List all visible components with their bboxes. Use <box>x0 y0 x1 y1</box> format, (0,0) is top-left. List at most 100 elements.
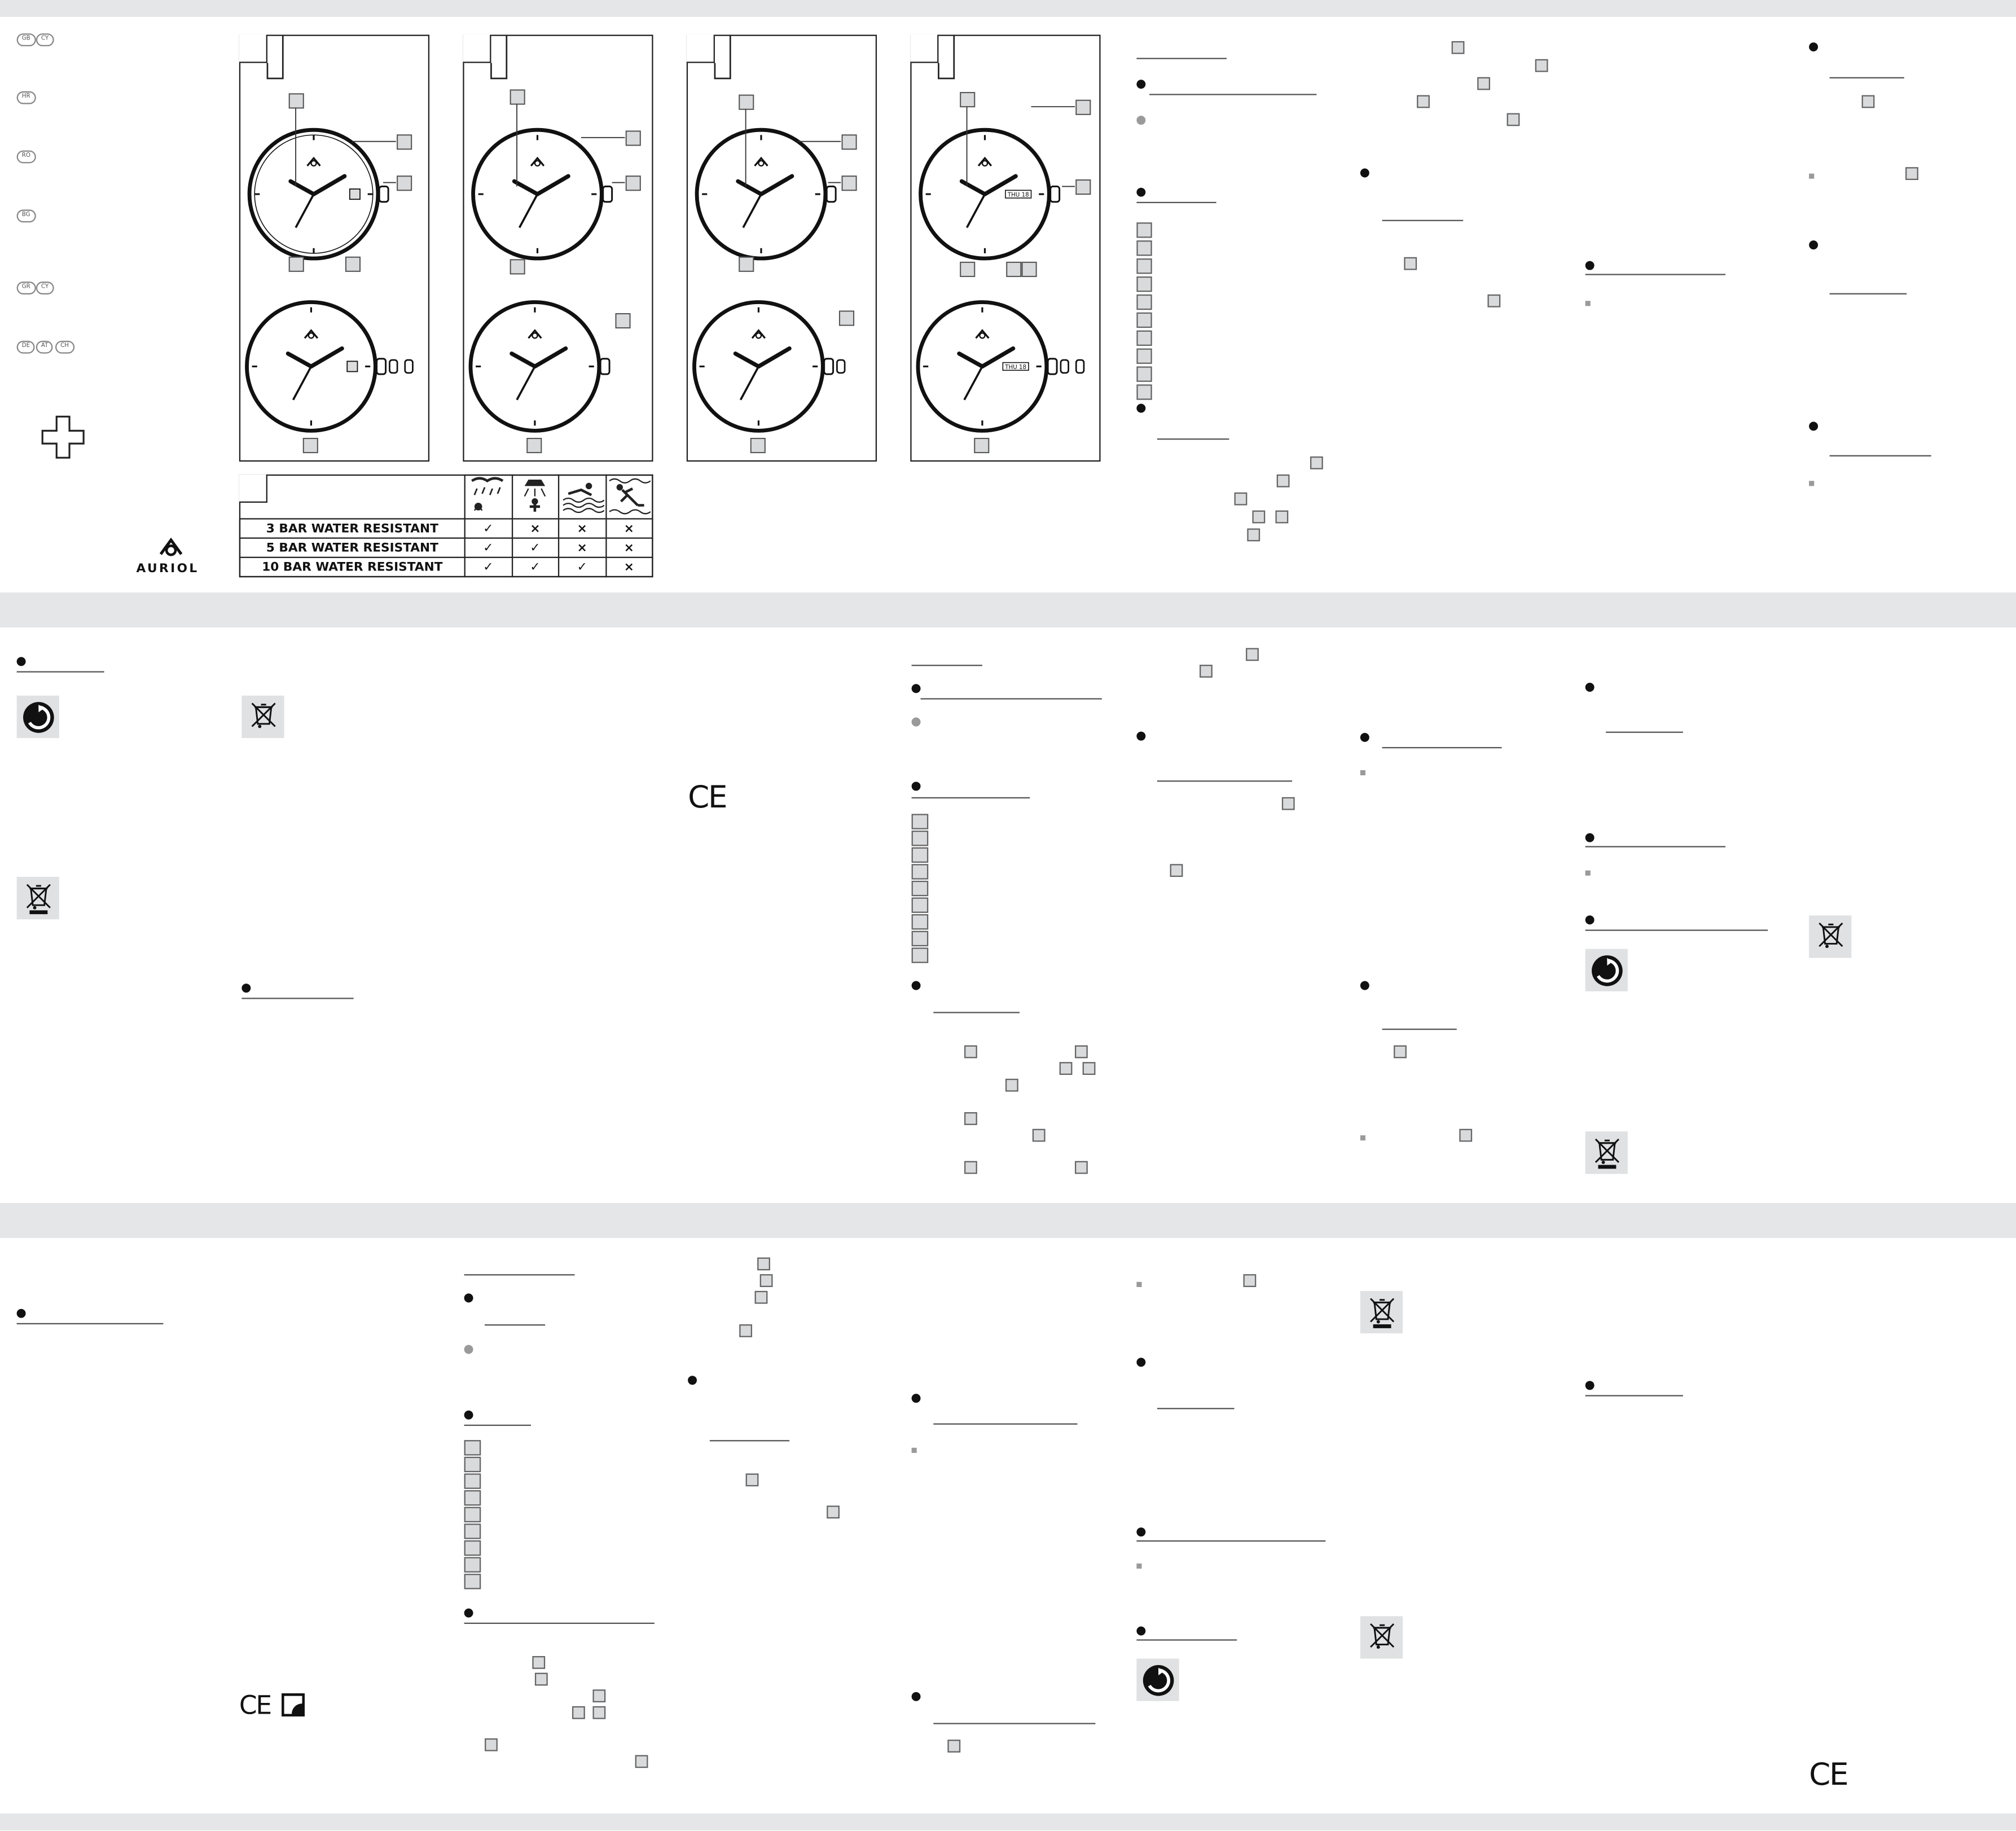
heading-rule <box>911 665 982 666</box>
reference-box <box>572 1706 585 1719</box>
bullet-marker <box>1585 682 1595 692</box>
heading-rule <box>241 998 354 999</box>
watch-face: THU 18 <box>916 300 1085 433</box>
rain-splash-icon <box>464 474 513 520</box>
reference-box <box>1074 1161 1088 1174</box>
reference-box <box>592 1689 606 1702</box>
bullet-marker <box>911 717 921 727</box>
crosshair-icon <box>41 415 85 459</box>
water-row-label: 10 BAR WATER RESISTANT <box>239 556 465 578</box>
list-marker <box>1809 173 1815 179</box>
country-badge: CY <box>36 33 54 47</box>
bullet-marker <box>1809 240 1819 250</box>
reference-box <box>464 1440 481 1456</box>
bullet-marker <box>1360 732 1369 742</box>
reference-box <box>911 897 929 913</box>
bullet-marker <box>464 1410 473 1420</box>
certification-logo-icon <box>282 1693 305 1717</box>
watch-diagram <box>245 34 414 454</box>
list-marker <box>1585 301 1591 306</box>
ce-mark: CE <box>239 1689 272 1720</box>
reference-box <box>1170 864 1183 877</box>
crossed-bin-icon <box>1360 1290 1403 1334</box>
bullet-marker <box>688 1376 697 1385</box>
reference-box <box>464 1523 481 1539</box>
watch-face <box>468 300 610 433</box>
water-mark: × <box>511 518 560 539</box>
bottom-band <box>0 1814 2016 1830</box>
reference-box <box>1451 41 1465 54</box>
reference-box <box>964 1161 977 1174</box>
heading-rule <box>1829 77 1904 79</box>
green-dot-recycling-icon <box>16 695 59 738</box>
bullet-marker <box>911 981 921 990</box>
reference-box <box>1275 510 1289 524</box>
bullet-marker <box>1809 42 1819 52</box>
reference-box <box>1246 648 1259 661</box>
bullet-marker <box>1360 168 1369 178</box>
watch-diagram: THU 18 THU 18 <box>916 34 1091 454</box>
heading-rule <box>1149 94 1317 95</box>
reference-box <box>464 1557 481 1573</box>
reference-box <box>464 1490 481 1506</box>
watch-diagram <box>468 34 641 454</box>
heading-rule <box>1382 219 1464 221</box>
reference-box <box>964 1112 977 1125</box>
reference-box <box>1861 95 1875 108</box>
bullet-marker <box>911 1692 921 1701</box>
reference-box <box>1136 294 1152 310</box>
reference-box <box>532 1656 546 1669</box>
country-badge: BG <box>16 209 36 223</box>
bullet-marker <box>1585 261 1595 270</box>
reference-box <box>1074 1045 1088 1059</box>
list-marker <box>1360 1135 1365 1141</box>
heading-rule <box>709 1440 790 1442</box>
water-mark: × <box>605 537 653 558</box>
reference-box <box>1487 294 1501 308</box>
water-mark: ✓ <box>464 537 513 558</box>
reference-box <box>1394 1045 1407 1059</box>
reference-box <box>745 1473 759 1487</box>
reference-box <box>1905 167 1918 181</box>
reference-box <box>964 1045 977 1059</box>
heading-rule <box>1606 731 1683 733</box>
watch-diagram <box>692 34 857 454</box>
reference-box <box>911 914 929 930</box>
band-2 <box>0 592 2016 627</box>
date-display: THU 18 <box>1007 192 1029 199</box>
band-3 <box>0 1203 2016 1238</box>
heading-rule <box>1136 58 1227 59</box>
reference-box <box>911 930 929 947</box>
bullet-marker <box>1585 915 1595 925</box>
reference-box <box>1136 348 1152 364</box>
reference-box <box>1247 528 1260 542</box>
heading-rule <box>16 671 104 673</box>
heading-rule <box>1585 274 1726 275</box>
reference-box <box>1136 312 1152 328</box>
reference-box <box>911 880 929 897</box>
heading-rule <box>485 1324 546 1326</box>
reference-box <box>1535 59 1548 72</box>
country-badge: GB <box>16 33 36 47</box>
list-marker <box>1136 1563 1142 1569</box>
bullet-marker <box>16 657 26 666</box>
crossed-bin-icon <box>241 695 284 738</box>
country-badge: AT <box>36 340 54 354</box>
reference-box <box>534 1672 548 1686</box>
water-mark: ✓ <box>464 518 513 539</box>
reference-box <box>947 1740 961 1753</box>
heading-rule <box>1829 455 1931 456</box>
country-badge: CH <box>55 340 74 354</box>
heading-rule <box>920 698 1102 700</box>
bullet-marker <box>911 1394 921 1403</box>
reference-box <box>592 1706 606 1719</box>
water-row-label: 3 BAR WATER RESISTANT <box>239 518 465 539</box>
watch-face <box>247 128 389 261</box>
reference-box <box>1136 258 1152 274</box>
list-marker <box>1585 870 1591 876</box>
heading-rule <box>464 1274 575 1276</box>
reference-box <box>485 1738 498 1751</box>
crossed-bin-icon <box>1809 915 1852 958</box>
figure-label-box <box>463 34 491 63</box>
